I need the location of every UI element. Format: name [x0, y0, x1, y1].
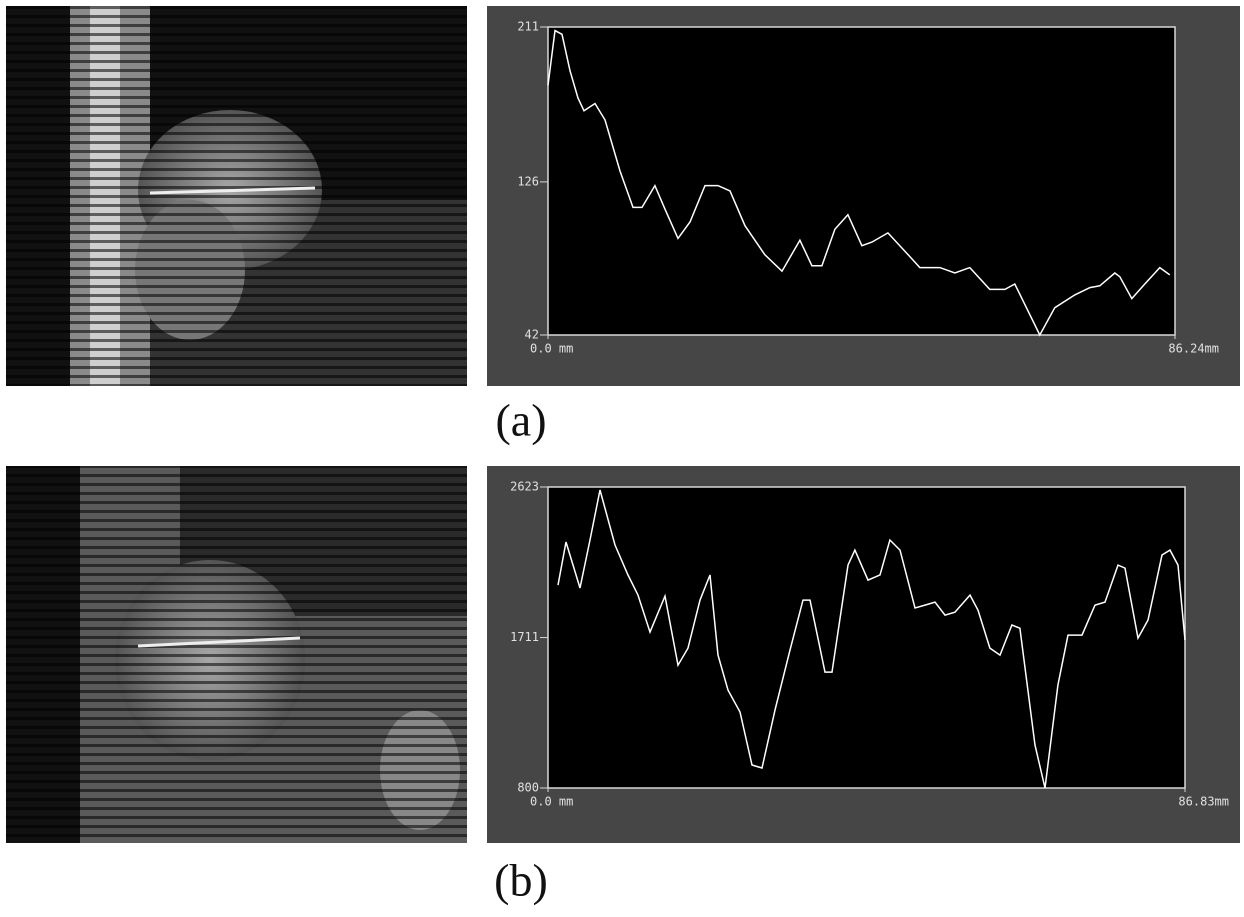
- profile-line: [557, 489, 1186, 789]
- y-tick-label: 126: [517, 174, 539, 188]
- y-tick-label: 800: [517, 781, 539, 795]
- y-tick-label: 211: [517, 20, 539, 34]
- x-tick-label: 0.0 mm: [530, 342, 573, 356]
- y-tick-label: 42: [525, 328, 539, 342]
- x-tick-label: 86.83mm: [1178, 795, 1229, 809]
- plot-area: [547, 486, 1186, 789]
- mri-image-a: [6, 6, 467, 386]
- y-tick-label: 1711: [510, 630, 539, 644]
- x-tick-label: 86.24mm: [1168, 342, 1219, 356]
- mri-image-b: [6, 466, 467, 843]
- plot-area: [547, 26, 1176, 336]
- profile-line: [547, 29, 1171, 337]
- y-tick-label: 2623: [510, 480, 539, 494]
- caption: (b): [494, 855, 548, 906]
- caption: (a): [495, 395, 546, 446]
- x-tick-label: 0.0 mm: [530, 795, 573, 809]
